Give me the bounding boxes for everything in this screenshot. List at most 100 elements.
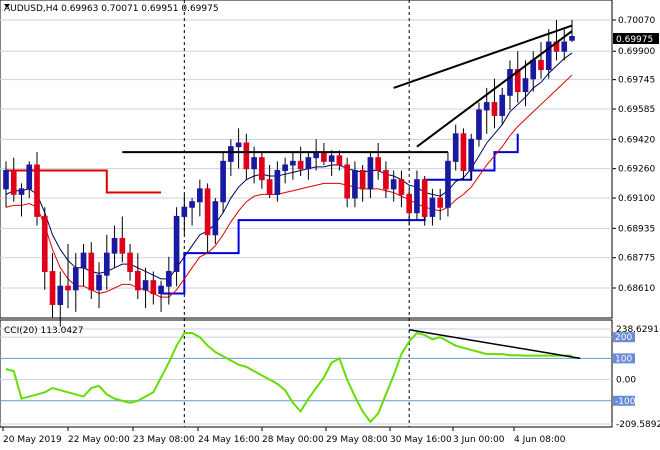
cci-tick-label: 200	[615, 333, 632, 343]
moving-averages	[5, 52, 573, 298]
candle-bear	[359, 170, 366, 190]
cci-divergence-line	[409, 329, 581, 360]
header-arrow-icon[interactable]	[4, 4, 10, 8]
wedge-lower-line	[416, 30, 573, 148]
candle-bull	[111, 237, 118, 254]
candle-bull	[96, 274, 102, 291]
candle-bear	[491, 102, 498, 116]
price-axis: 0.70070 0.69900 0.69745 0.69585 0.69420 0.692…	[612, 16, 655, 294]
candle-bear	[297, 160, 304, 170]
candle-bear	[49, 270, 56, 306]
candle-bear	[421, 179, 428, 217]
candle-bear	[398, 179, 405, 195]
price-tick-label: 0.68935	[618, 224, 655, 234]
cci-line	[5, 331, 572, 424]
cci-tick-label: -209.5892	[616, 420, 660, 430]
time-tick-label: 28 May 00:00	[262, 435, 324, 445]
candle-bull	[274, 170, 281, 195]
candle-bear	[375, 157, 381, 172]
price-tick-label: 0.69900	[618, 47, 655, 57]
candle-bull	[476, 109, 482, 140]
candles	[3, 20, 575, 327]
ma-fast-line	[5, 52, 573, 280]
candle-bear	[321, 151, 327, 162]
candle-bull	[142, 280, 149, 291]
chart-header: AUDUSD,H4 0.69963 0.70071 0.69951 0.6997…	[4, 4, 219, 14]
time-tick-label: 29 May 08:00	[326, 435, 388, 445]
candle-bull	[158, 285, 164, 295]
price-tick-label: 0.68610	[618, 284, 655, 294]
time-tick-label: 22 May 00:00	[68, 435, 130, 445]
last-price-tag: 0.69975	[616, 35, 653, 45]
candle-bear	[127, 252, 133, 272]
candle-bull	[352, 170, 358, 199]
candle-bull	[367, 157, 374, 190]
candle-bull	[181, 206, 188, 217]
candle-bull	[468, 138, 475, 172]
cci-tick-label: 100	[615, 354, 632, 364]
candle-bull	[561, 41, 568, 52]
time-tick-label: 3 Jun 00:00	[453, 435, 505, 445]
time-axis: 20 May 2019 22 May 00:00 23 May 08:00 24 Ma…	[2, 427, 566, 445]
candle-bear	[406, 193, 413, 214]
candle-bear	[437, 197, 444, 208]
time-tick-label: 24 May 16:00	[198, 435, 260, 445]
price-grid	[0, 19, 612, 289]
candle-bear	[243, 142, 250, 170]
wedge-upper-line	[393, 24, 573, 89]
candle-bull	[3, 170, 9, 190]
candle-bull	[235, 142, 242, 148]
candle-bull	[530, 59, 537, 80]
candle-bear	[204, 188, 211, 236]
candle-bull	[305, 157, 312, 170]
candle-bear	[150, 280, 157, 295]
price-tick-label: 0.69420	[618, 135, 655, 145]
candle-bull	[197, 188, 203, 203]
price-tick-label: 0.69585	[618, 105, 655, 115]
candle-bear	[460, 133, 467, 172]
candle-bear	[514, 69, 521, 93]
candle-bull	[26, 164, 33, 190]
price-tick-label: 0.69100	[618, 194, 655, 204]
candle-bear	[336, 155, 343, 166]
candle-bull	[328, 155, 335, 162]
candle-bear	[10, 170, 17, 195]
candle-bull	[569, 36, 575, 41]
candle-bull	[414, 179, 420, 214]
candle-bull	[429, 197, 436, 217]
candle-bull	[251, 157, 257, 170]
time-tick-label: 20 May 2019	[3, 435, 62, 445]
candle-bear	[41, 215, 48, 272]
cci-level-tag	[613, 332, 635, 343]
time-tick-label: 30 May 16:00	[390, 435, 452, 445]
candle-bull	[57, 285, 64, 306]
candle-bull	[522, 78, 529, 93]
cci-series	[5, 329, 581, 424]
cci-tick-label: 238.6291	[616, 325, 659, 335]
candle-bear	[34, 164, 40, 217]
candle-bull	[445, 160, 451, 208]
candle-bull	[212, 201, 219, 236]
candle-bull	[220, 160, 226, 203]
cci-tick-label: -100	[615, 397, 636, 407]
ma-slow-line	[5, 74, 573, 298]
candle-bull	[452, 133, 459, 162]
candle-bull	[390, 179, 397, 190]
vertical-markers	[183, 0, 410, 427]
candle-bull	[165, 270, 172, 287]
candle-bull	[103, 252, 110, 276]
trendlines	[122, 24, 573, 154]
candle-bull	[507, 69, 513, 96]
candle-bull	[499, 94, 506, 116]
candle-bear	[538, 59, 544, 71]
candle-bear	[65, 285, 71, 291]
candle-bear	[88, 252, 95, 291]
candle-bear	[259, 157, 265, 181]
candle-bull	[282, 164, 288, 172]
upper-band-line	[6, 169, 162, 194]
candle-bear	[266, 179, 273, 195]
cci-level-tag	[613, 395, 635, 406]
price-tick-label: 0.69745	[618, 76, 655, 86]
